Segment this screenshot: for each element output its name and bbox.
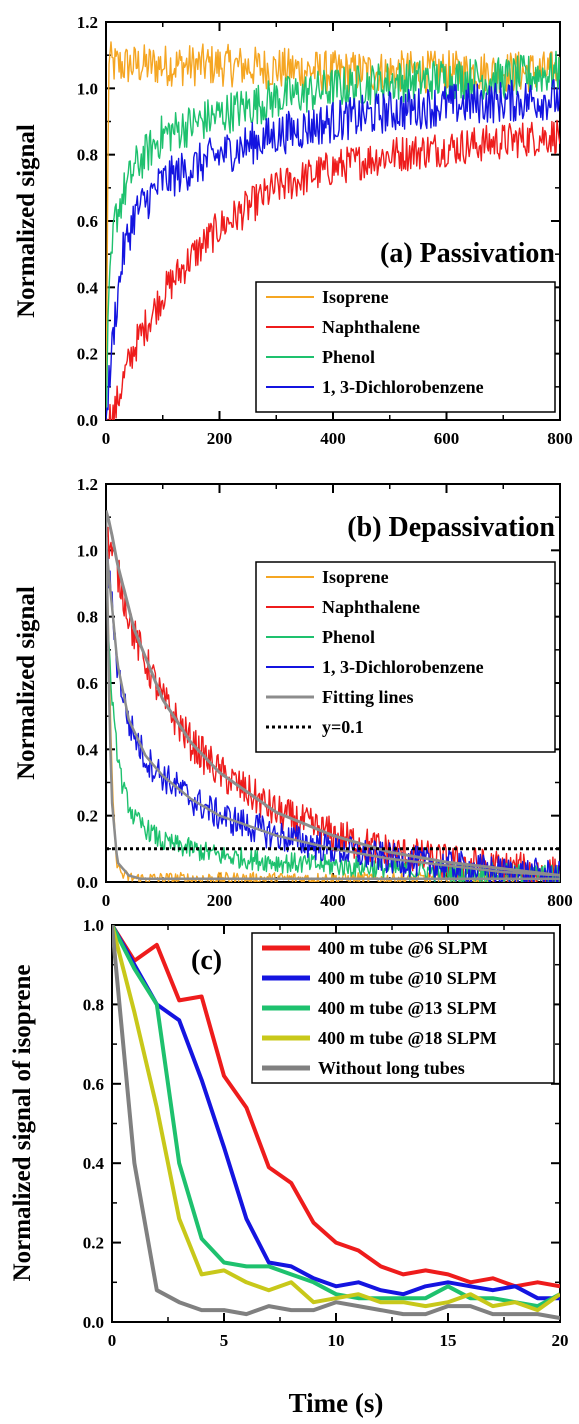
panel-b-depassivation: 0 200 400 600 800 0.0 0.2 0.4 0.6 0.8 1.0 1.2 Normal… (13, 475, 573, 910)
y-tick-label: 0.8 (77, 146, 98, 165)
series-line-phenol (106, 550, 560, 882)
y-tick-label: 0.8 (83, 995, 104, 1014)
x-tick-label: 600 (434, 429, 460, 448)
x-tick-label: 200 (207, 891, 233, 910)
legend-entry: Without long tubes (318, 1058, 465, 1078)
y-tick-label: 1.0 (77, 79, 98, 98)
legend-entry: Naphthalene (322, 317, 420, 337)
series-line-400-m-tube-10-slpm (112, 925, 560, 1301)
legend-entry: Phenol (322, 347, 375, 367)
y-tick-label: 0.0 (77, 873, 98, 892)
legend-entry: 400 m tube @18 SLPM (318, 1028, 497, 1048)
y-tick-label: 1.2 (77, 13, 98, 32)
y-tick-label: 0.0 (77, 411, 98, 430)
series-line-fitting-lines (106, 510, 560, 877)
series-line-1-3-dichlorobenzene (106, 550, 560, 882)
series-line-isoprene (106, 517, 560, 882)
series-line-fitting-lines (106, 510, 560, 880)
legend-entry: 400 m tube @6 SLPM (318, 938, 488, 958)
y-axis-label: Normalized signal (13, 124, 40, 318)
x-tick-label: 600 (434, 891, 460, 910)
x-tick-label: 0 (108, 1331, 117, 1350)
legend-entry: Fitting lines (322, 687, 414, 707)
x-tick-label: 200 (207, 429, 233, 448)
legend-entry: Isoprene (322, 287, 389, 307)
x-tick-label: 800 (547, 891, 573, 910)
legend-entry: y=0.1 (322, 717, 364, 737)
series-line-isoprene (106, 41, 560, 420)
y-tick-label: 0.4 (77, 278, 99, 297)
y-tick-label: 1.0 (83, 916, 104, 935)
y-tick-label: 0.6 (77, 212, 98, 231)
y-tick-label: 0.2 (77, 807, 98, 826)
legend-c: 400 m tube @6 SLPM 400 m tube @10 SLPM 400… (251, 932, 555, 1084)
x-tick-label: 20 (552, 1331, 569, 1350)
series-line-400-m-tube-13-slpm (112, 925, 560, 1309)
x-tick-label: 400 (320, 429, 346, 448)
legend-entry: 1, 3-Dichlorobenzene (322, 377, 484, 397)
legend-box (255, 281, 556, 413)
y-tick-label: 1.2 (77, 475, 98, 494)
x-tick-label: 0 (102, 429, 111, 448)
panel-c-isoprene: 0 5 10 15 20 0.0 0.2 0.4 0.6 0.8 1.0 Normalized sig… (9, 916, 569, 1418)
x-tick-label: 800 (547, 429, 573, 448)
series-line-1-3-dichlorobenzene (106, 79, 560, 420)
legend-entry: Isoprene (322, 567, 389, 587)
legend-entry: 1, 3-Dichlorobenzene (322, 657, 484, 677)
y-tick-label: 0.4 (83, 1154, 105, 1173)
x-tick-label: 400 (320, 891, 346, 910)
legend-entry: 400 m tube @10 SLPM (318, 968, 497, 988)
legend-entry: Phenol (322, 627, 375, 647)
legend-a: Isoprene Naphthalene Phenol 1, 3-Dichlorobe… (255, 281, 556, 413)
panel-title: (b) Depassivation (347, 512, 555, 543)
series-line-fitting-lines (106, 543, 560, 877)
panel-title: (c) (191, 945, 222, 976)
x-tick-label: 15 (440, 1331, 457, 1350)
x-tick-label: 0 (102, 891, 111, 910)
panel-title: (a) Passivation (380, 238, 555, 269)
y-tick-label: 0.8 (77, 608, 98, 627)
y-tick-label: 0.0 (83, 1313, 104, 1332)
panel-a-passivation: 0 200 400 600 800 0.0 0.2 0.4 0.6 0.8 1.0 1.2 Normal… (13, 13, 573, 448)
series-line-400-m-tube-18-slpm (112, 925, 560, 1313)
legend-box (255, 561, 556, 753)
x-tick-label: 5 (220, 1331, 229, 1350)
y-axis-label: Normalized signal (13, 586, 40, 780)
legend-b: Isoprene Naphthalene Phenol 1, 3-Dichlorobe… (255, 561, 556, 753)
y-tick-label: 0.4 (77, 740, 99, 759)
legend-entry: Naphthalene (322, 597, 420, 617)
y-tick-label: 0.2 (77, 345, 98, 364)
x-tick-label: 10 (328, 1331, 345, 1350)
series-line-400-m-tube-6-slpm (112, 925, 560, 1289)
y-tick-label: 0.2 (83, 1234, 104, 1253)
y-tick-label: 0.6 (83, 1075, 104, 1094)
series-line-naphthalene (106, 119, 560, 420)
x-axis-label: Time (s) (289, 1388, 384, 1418)
series-line-without-long-tubes (112, 925, 560, 1320)
y-tick-label: 1.0 (77, 541, 98, 560)
y-tick-label: 0.6 (77, 674, 98, 693)
legend-entry: 400 m tube @13 SLPM (318, 998, 497, 1018)
y-axis-label: Normalized signal of isoprene (9, 965, 36, 1282)
